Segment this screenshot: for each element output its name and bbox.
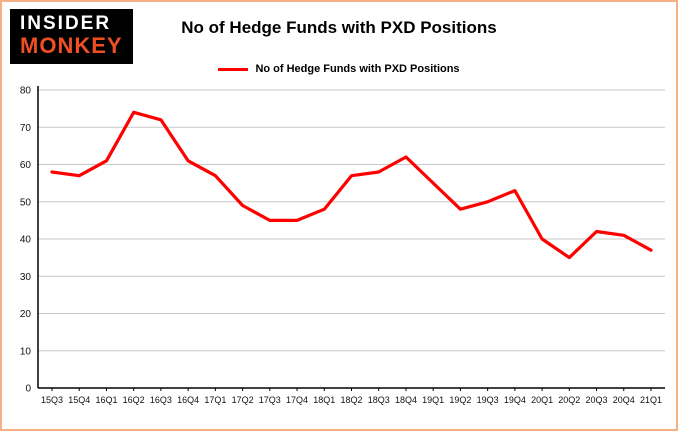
x-tick-label: 15Q3 [41,395,63,405]
x-tick-label: 20Q1 [531,395,553,405]
y-tick-label: 60 [20,160,32,171]
x-tick-label: 19Q4 [504,395,526,405]
chart-legend: No of Hedge Funds with PXD Positions [2,63,676,75]
x-tick-label: 20Q4 [613,395,635,405]
x-tick-label: 16Q3 [150,395,172,405]
series-line [50,110,653,260]
x-tick-label: 18Q3 [368,395,390,405]
x-tick-label: 17Q1 [204,395,226,405]
x-tick-label: 18Q4 [395,395,417,405]
y-tick-label: 30 [20,272,32,283]
chart-title: No of Hedge Funds with PXD Positions [181,18,497,37]
y-tick-label: 70 [20,123,32,134]
y-tick-label: 80 [20,86,32,97]
x-tick-label: 18Q1 [313,395,335,405]
insider-monkey-logo: INSIDER MONKEY [10,9,133,65]
x-tick-label: 20Q2 [558,395,580,405]
x-tick-label: 18Q2 [340,395,362,405]
x-tick-label: 17Q4 [286,395,308,405]
legend-line-swatch [218,67,249,71]
y-tick-label: 40 [20,235,32,246]
line-chart: 0 10 20 30 40 50 60 70 80 15Q3 15Q4 16Q1 16Q2 16Q3 16Q… [20,86,665,405]
logo-line1: INSIDER [20,13,112,34]
x-tick-label: 16Q4 [177,395,199,405]
x-tick-label: 19Q1 [422,395,444,405]
y-tick-label: 10 [20,346,32,357]
x-tick-label: 16Q2 [123,395,145,405]
y-tick-label: 0 [25,384,31,395]
x-tick-label: 17Q3 [259,395,281,405]
logo-line2: MONKEY [20,32,123,58]
x-tick-label: 19Q2 [449,395,471,405]
x-tick-label: 17Q2 [232,395,254,405]
x-tick-label: 20Q3 [586,395,608,405]
y-tick-label: 50 [20,197,32,208]
legend-label: No of Hedge Funds with PXD Positions [255,63,460,75]
y-tick-label: 20 [20,309,32,320]
x-tick-label: 19Q3 [477,395,499,405]
x-tick-label: 16Q1 [95,395,117,405]
x-tick-label: 21Q1 [640,395,662,405]
x-tick-label: 15Q4 [68,395,90,405]
